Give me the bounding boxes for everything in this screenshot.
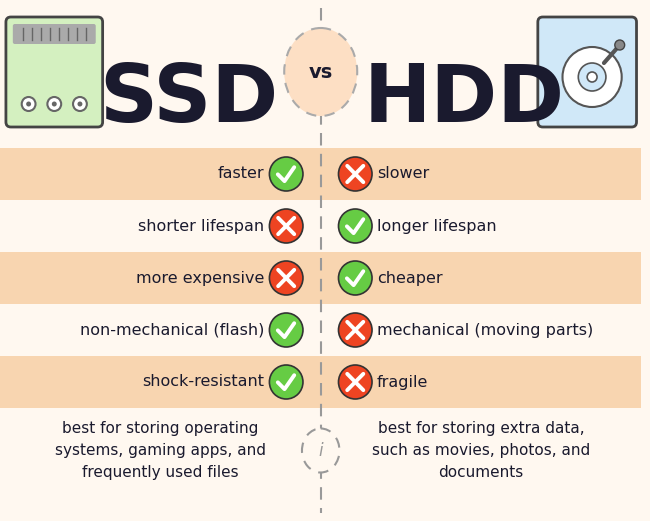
Circle shape bbox=[615, 40, 625, 50]
Text: longer lifespan: longer lifespan bbox=[377, 218, 497, 233]
Text: mechanical (moving parts): mechanical (moving parts) bbox=[377, 322, 593, 338]
FancyBboxPatch shape bbox=[0, 148, 642, 200]
Circle shape bbox=[269, 261, 303, 295]
Circle shape bbox=[578, 63, 606, 91]
Text: non-mechanical (flash): non-mechanical (flash) bbox=[80, 322, 265, 338]
Circle shape bbox=[269, 313, 303, 347]
Text: cheaper: cheaper bbox=[377, 270, 443, 286]
Text: shock-resistant: shock-resistant bbox=[142, 375, 265, 390]
Circle shape bbox=[339, 365, 372, 399]
FancyBboxPatch shape bbox=[13, 24, 96, 44]
Circle shape bbox=[52, 102, 57, 106]
Circle shape bbox=[339, 157, 372, 191]
FancyBboxPatch shape bbox=[6, 17, 103, 127]
Ellipse shape bbox=[284, 28, 358, 116]
Circle shape bbox=[77, 102, 83, 106]
Text: fragile: fragile bbox=[377, 375, 428, 390]
Text: slower: slower bbox=[377, 167, 429, 181]
FancyBboxPatch shape bbox=[0, 408, 642, 493]
Text: vs: vs bbox=[309, 63, 333, 81]
Circle shape bbox=[269, 365, 303, 399]
Circle shape bbox=[269, 157, 303, 191]
Circle shape bbox=[339, 261, 372, 295]
Circle shape bbox=[21, 97, 36, 111]
FancyBboxPatch shape bbox=[0, 356, 642, 408]
Text: best for storing extra data,
such as movies, photos, and
documents: best for storing extra data, such as mov… bbox=[372, 421, 590, 480]
Circle shape bbox=[47, 97, 61, 111]
Circle shape bbox=[562, 47, 621, 107]
Circle shape bbox=[339, 209, 372, 243]
Circle shape bbox=[269, 209, 303, 243]
Text: i: i bbox=[318, 441, 323, 460]
FancyBboxPatch shape bbox=[538, 17, 636, 127]
Text: faster: faster bbox=[218, 167, 265, 181]
Circle shape bbox=[26, 102, 31, 106]
Ellipse shape bbox=[302, 428, 339, 473]
FancyBboxPatch shape bbox=[0, 0, 642, 148]
FancyBboxPatch shape bbox=[0, 304, 642, 356]
Circle shape bbox=[339, 313, 372, 347]
Text: HDD: HDD bbox=[363, 61, 564, 139]
Text: shorter lifespan: shorter lifespan bbox=[138, 218, 265, 233]
Text: more expensive: more expensive bbox=[136, 270, 265, 286]
Text: SSD: SSD bbox=[99, 61, 278, 139]
Circle shape bbox=[587, 72, 597, 82]
Text: best for storing operating
systems, gaming apps, and
frequently used files: best for storing operating systems, gami… bbox=[55, 421, 266, 480]
FancyBboxPatch shape bbox=[0, 200, 642, 252]
FancyBboxPatch shape bbox=[0, 252, 642, 304]
Circle shape bbox=[73, 97, 87, 111]
